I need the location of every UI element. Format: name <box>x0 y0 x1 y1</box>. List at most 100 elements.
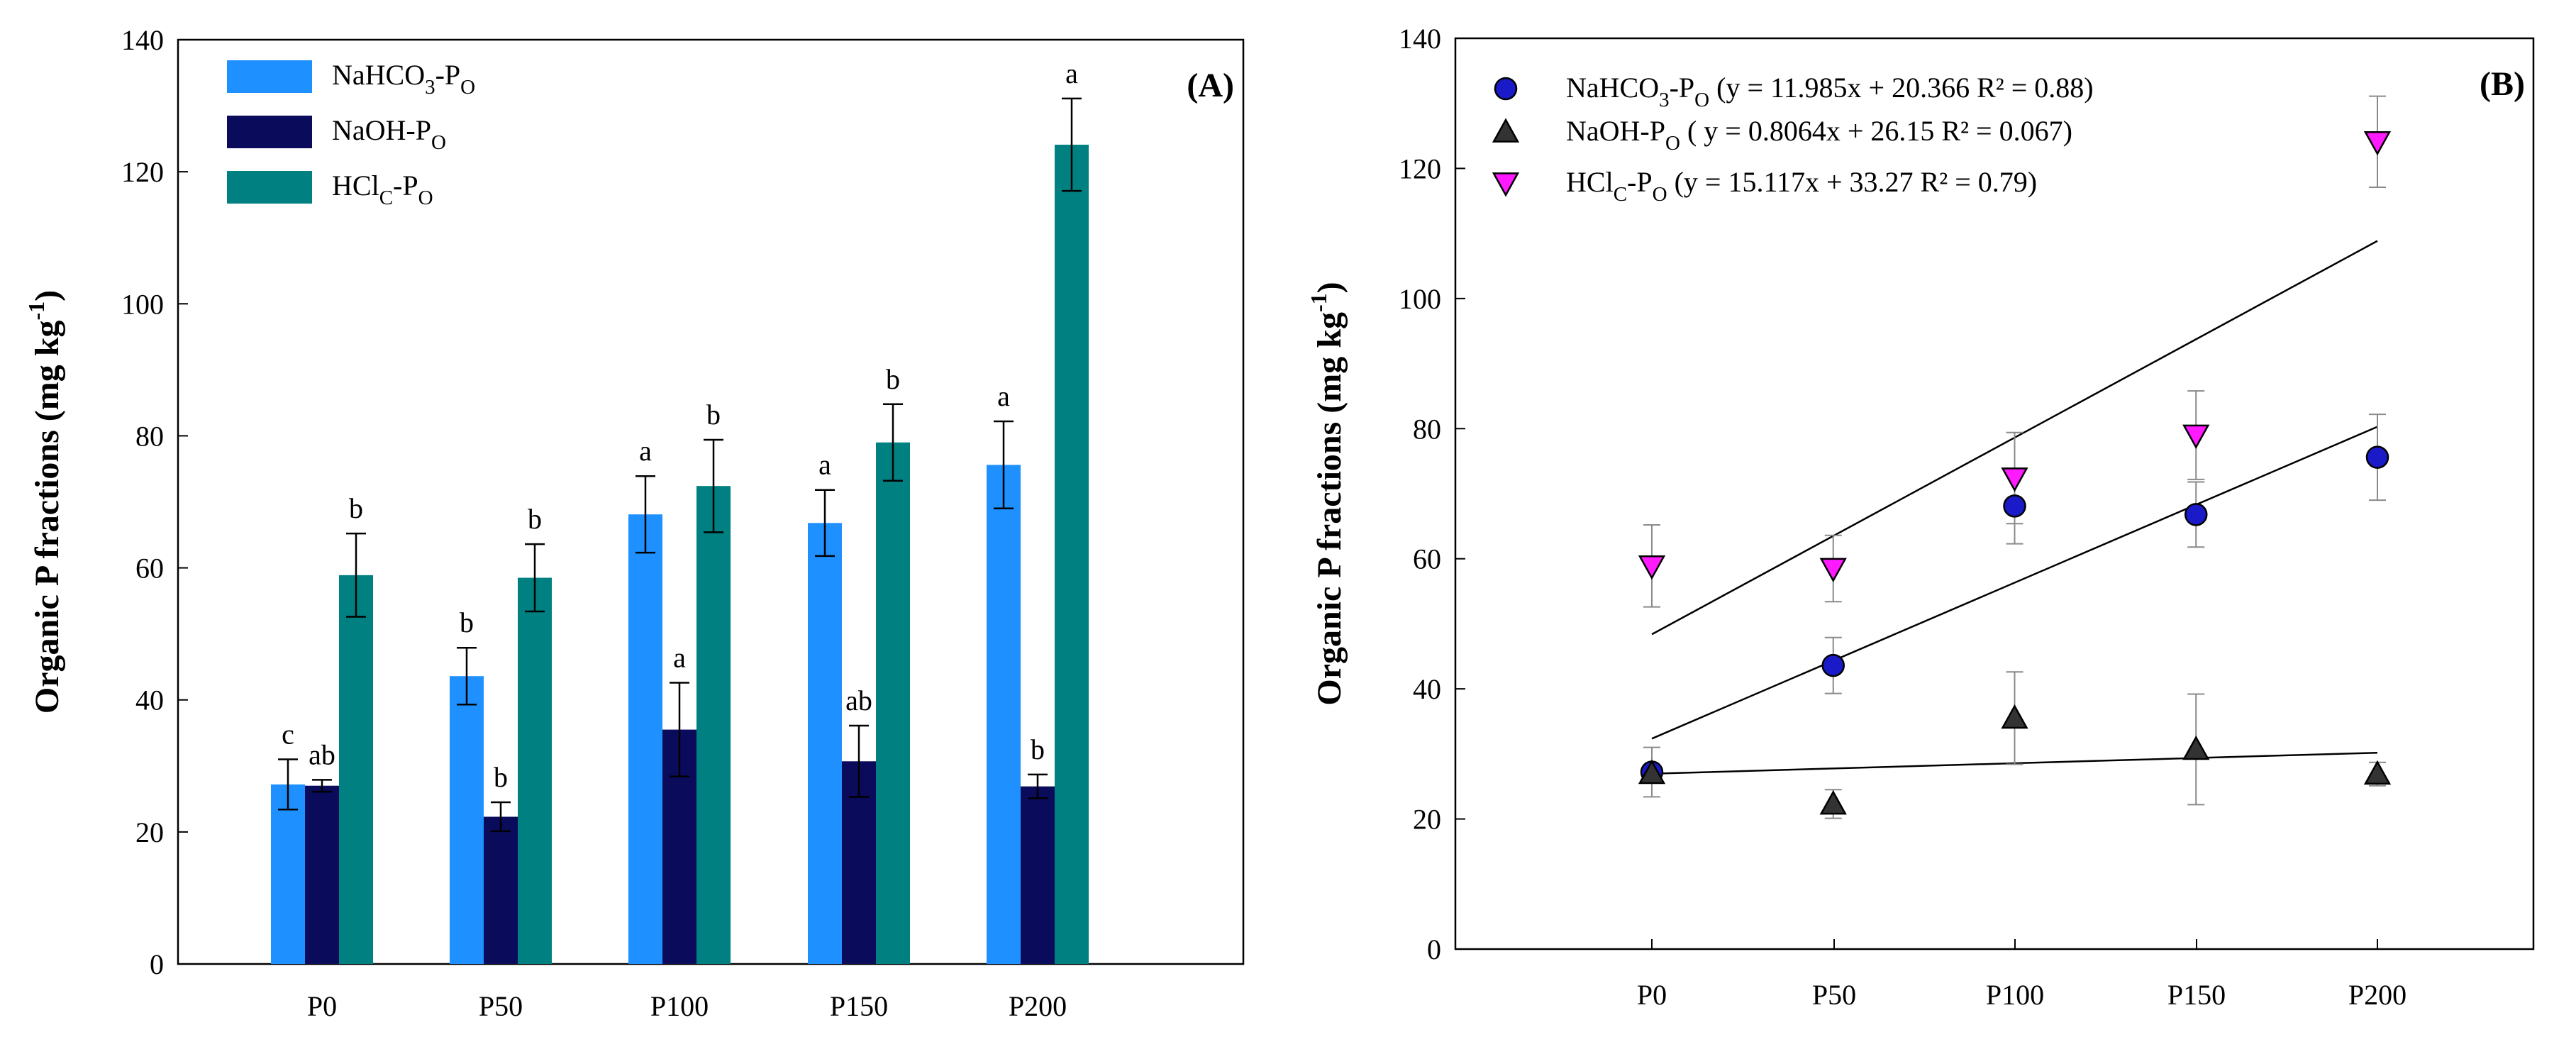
legend-base: HCl <box>1566 166 1614 198</box>
plot-frame <box>1454 37 2535 951</box>
significance-letter: ab <box>309 738 335 770</box>
legend-swatch <box>227 60 312 93</box>
legend-label: NaHCO3-PO (y = 11.985x + 20.366 R² = 0.88… <box>1566 72 2094 111</box>
legend-label: HClC-PO (y = 15.117x + 33.27 R² = 0.79) <box>1566 166 2037 206</box>
y-label-text: Organic P fractions (mg kg <box>28 321 66 714</box>
legend-sub1: C <box>379 187 393 209</box>
x-tick-label: P150 <box>830 990 888 1022</box>
data-point <box>2182 424 2210 450</box>
legend-eq: (y = 11.985x + 20.366 R² = 0.88) <box>1716 72 2094 104</box>
y-axis-label: Organic P fractions (mg kg-1) <box>23 290 66 714</box>
data-point <box>1821 653 1845 677</box>
panel-b: 0 20 40 60 80 100 120 140 Organic P fractions (m… <box>1306 23 2535 1011</box>
legend-mid: -P <box>1670 72 1695 104</box>
legend-mid: -P <box>435 59 461 91</box>
y-tick-label: 80 <box>135 420 164 452</box>
legend-label: HClC-PO <box>332 170 433 209</box>
y-tick-label: 0 <box>1427 933 1441 965</box>
y-tick-label: 60 <box>1413 543 1441 575</box>
x-tick-label: P150 <box>2167 979 2226 1011</box>
y-label-close: ) <box>1311 282 1348 293</box>
x-tick-label: P100 <box>1986 979 2044 1011</box>
legend-base: NaHCO <box>1566 72 1659 104</box>
significance-letter: a <box>818 449 831 481</box>
legend-label: NaOH-PO <box>332 114 446 154</box>
legend-marker <box>1492 172 1520 197</box>
significance-letter: c <box>282 718 294 750</box>
y-tick-label: 100 <box>121 288 164 320</box>
significance-letter: b <box>886 363 900 395</box>
significance-letter: a <box>1065 57 1078 89</box>
legend-mid: -P <box>1627 166 1653 198</box>
y-tick-label: 120 <box>121 156 164 188</box>
bar <box>339 575 373 964</box>
data-point <box>2003 494 2026 518</box>
legend-base: NaOH-P <box>1566 115 1665 147</box>
data-point <box>1638 759 1666 785</box>
y-tick-label: 120 <box>1399 153 1441 184</box>
data-point <box>2182 735 2210 760</box>
x-tick-label: P50 <box>479 990 523 1022</box>
legend-marker <box>1492 118 1520 143</box>
y-tick-label: 100 <box>1399 283 1441 315</box>
bar <box>808 523 842 964</box>
significance-letter: b <box>349 492 363 524</box>
significance-letter: b <box>1031 733 1045 765</box>
y-tick-label: 140 <box>1399 23 1441 55</box>
x-tick-label: P50 <box>1812 979 1856 1011</box>
bar <box>450 676 484 964</box>
bar <box>987 465 1021 964</box>
regression-line <box>1651 426 2378 740</box>
y-tick-label: 20 <box>1413 804 1441 836</box>
y-tick-label: 80 <box>1413 413 1441 445</box>
panel-label: (B) <box>2480 65 2525 103</box>
x-tick-label: P200 <box>2348 979 2406 1011</box>
legend-mid: -P <box>393 170 418 201</box>
bar <box>628 514 662 964</box>
legend-swatch <box>227 171 312 204</box>
significance-letter: a <box>997 380 1010 412</box>
legend-marker <box>1494 77 1518 101</box>
legend-sub2: O <box>1694 89 1709 111</box>
legend-eq: ( y = 0.8064x + 26.15 R² = 0.067) <box>1687 115 2072 147</box>
legend-label: NaOH-PO ( y = 0.8064x + 26.15 R² = 0.067) <box>1566 115 2072 155</box>
y-tick-label: 140 <box>121 24 164 56</box>
bar <box>876 442 910 964</box>
data-point <box>1819 558 1847 583</box>
legend-base: NaHCO <box>332 59 425 91</box>
data-point <box>2001 704 2028 729</box>
x-tick-label: P0 <box>1637 979 1667 1011</box>
legend-sub2: O <box>1653 183 1667 206</box>
data-point <box>2363 131 2392 156</box>
y-tick-label: 20 <box>135 816 164 848</box>
legend-label: NaHCO3-PO <box>332 59 475 99</box>
bar <box>1055 144 1089 965</box>
bar <box>1021 786 1055 964</box>
significance-letter: ab <box>845 685 872 716</box>
y-tick-label: 40 <box>135 685 164 716</box>
y-tick-label: 60 <box>135 553 164 584</box>
bar <box>305 785 339 964</box>
bar <box>518 577 552 964</box>
legend-base: HCl <box>332 170 379 201</box>
panel-label: (A) <box>1187 67 1234 104</box>
panel-a: 0 20 40 60 80 100 120 140 Organic P fractions (m… <box>23 24 1245 1022</box>
x-tick-label: P200 <box>1009 990 1067 1022</box>
data-point <box>1638 555 1666 580</box>
legend-sub1: 3 <box>1659 89 1670 111</box>
y-tick-label: 40 <box>1413 673 1441 705</box>
legend-sub2: O <box>418 187 433 209</box>
significance-letter: b <box>528 503 542 535</box>
legend-sub1: 3 <box>425 76 435 99</box>
data-point <box>2363 760 2392 785</box>
x-tick-label: P0 <box>307 990 337 1022</box>
legend-base: NaOH-P <box>332 114 431 146</box>
y-tick-label: 0 <box>150 948 164 980</box>
y-label-close: ) <box>28 290 66 301</box>
legend-swatch <box>227 116 312 148</box>
data-point <box>2001 467 2028 492</box>
legend-eq: (y = 15.117x + 33.27 R² = 0.79) <box>1675 166 2038 198</box>
significance-letter: a <box>673 642 686 674</box>
significance-letter: b <box>460 606 474 638</box>
